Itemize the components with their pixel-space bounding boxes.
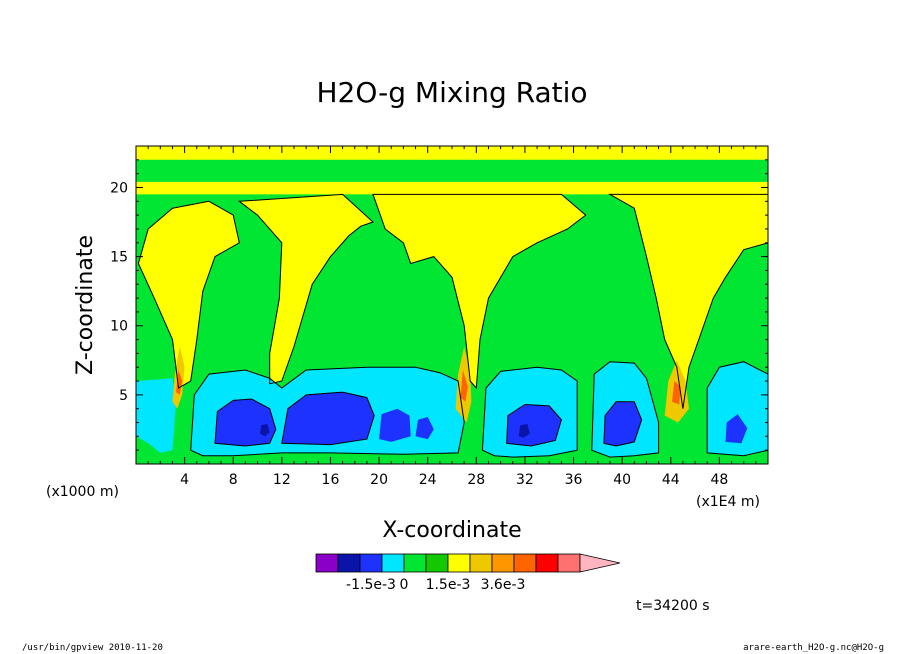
colorbar-swatch-3 [381, 553, 405, 573]
x-tick-label-48: 48 [710, 472, 728, 488]
colorbar-swatch-9 [513, 553, 537, 573]
x-axis-label: X-coordinate [382, 518, 521, 543]
colorbar-swatch-11 [557, 553, 581, 573]
x-tick-label-44: 44 [662, 472, 680, 488]
footer-left: /usr/bin/gpview 2010-11-20 [22, 643, 163, 653]
contour-region-blue-0 [215, 399, 276, 446]
contour-region-blue-5 [603, 401, 642, 446]
colorbar-label-3: 3.6e-3 [481, 577, 526, 593]
x-unit-left: (x1000 m) [46, 484, 119, 500]
colorbar-swatch-2 [359, 553, 383, 573]
contour-line-1 [237, 193, 374, 385]
x-tick-label-40: 40 [613, 472, 631, 488]
x-tick-label-36: 36 [565, 472, 583, 488]
x-tick-label-16: 16 [322, 472, 340, 488]
contour-region-yellow-0 [136, 146, 768, 160]
y-tick-label-5: 5 [119, 388, 128, 404]
y-tick-label-20: 20 [110, 180, 128, 196]
chart-title: H2O-g Mixing Ratio [316, 76, 587, 109]
colorbar-swatch-7 [469, 553, 493, 573]
contour-region-yellow-4 [373, 194, 586, 388]
contour-region-blue-2 [379, 408, 411, 442]
contour-line-4 [190, 366, 465, 457]
contour-line-11 [603, 401, 643, 447]
colorbar-swatch-0 [315, 553, 339, 573]
x-axis: 4 8 12 16 20 24 28 32 36 40 44 48 [147, 146, 757, 488]
contour-region-yellow-1 [136, 181, 768, 195]
colorbar: -1.5e-3 0 1.5e-3 3.6e-3 [315, 553, 621, 593]
contour-region-yellow-5 [610, 194, 768, 409]
contour-region-yellow-2 [138, 201, 240, 388]
colorbar-swatch-8 [491, 553, 515, 573]
contour-line-8 [214, 398, 277, 447]
contour-region-cyan-0 [136, 378, 177, 453]
x-tick-label-24: 24 [419, 472, 437, 488]
y-tick-label-15: 15 [110, 250, 128, 266]
contour-region-darkblue-1 [518, 423, 530, 438]
contour-region-blue-6 [725, 414, 748, 444]
contour-line-2 [372, 193, 587, 390]
x-tick-label-4: 4 [180, 472, 189, 488]
contour-region-red-2 [672, 381, 681, 405]
x-tick-label-32: 32 [516, 472, 534, 488]
contour-region-blue-1 [281, 392, 375, 445]
colorbar-label-0: -1.5e-3 [346, 577, 396, 593]
colorbar-swatch-4 [403, 553, 427, 573]
colorbar-arrow [579, 553, 621, 573]
contour-line-0 [137, 200, 240, 389]
time-label: t=34200 s [636, 598, 710, 614]
colorbar-swatch-1 [337, 553, 361, 573]
contour-region-cyan-4 [707, 361, 768, 456]
contour-fill-layers [136, 146, 768, 464]
contour-region-red-1 [460, 370, 468, 402]
x-tick-label-12: 12 [273, 472, 291, 488]
contour-line-3 [608, 193, 768, 409]
contour-line-9 [281, 391, 375, 446]
colorbar-swatch-6 [447, 553, 471, 573]
colorbar-swatch-5 [425, 553, 449, 573]
contour-region-blue-3 [415, 417, 434, 440]
colorbar-swatch-10 [535, 553, 559, 573]
colorbar-label-2: 1.5e-3 [426, 577, 471, 593]
contour-region-red-0 [176, 370, 183, 395]
footer-right: arare-earth_H2O-g.nc@H2O-g [743, 643, 884, 653]
x-tick-label-8: 8 [229, 472, 238, 488]
contour-line-5 [481, 366, 578, 458]
colorbar-label-1: 0 [400, 577, 409, 593]
y-axis-label: Z-coordinate [73, 235, 98, 375]
contour-line-6 [591, 361, 660, 458]
contour-region-darkblue-0 [260, 423, 270, 437]
x-tick-label-20: 20 [370, 472, 388, 488]
x-unit-right: (x1E4 m) [696, 494, 760, 510]
contour-line-10 [506, 403, 562, 447]
y-axis: 5 10 15 20 [110, 159, 768, 451]
contour-lines [137, 193, 768, 458]
x-tick-label-28: 28 [467, 472, 485, 488]
contour-line-7 [706, 361, 768, 457]
y-tick-label-10: 10 [110, 319, 128, 335]
